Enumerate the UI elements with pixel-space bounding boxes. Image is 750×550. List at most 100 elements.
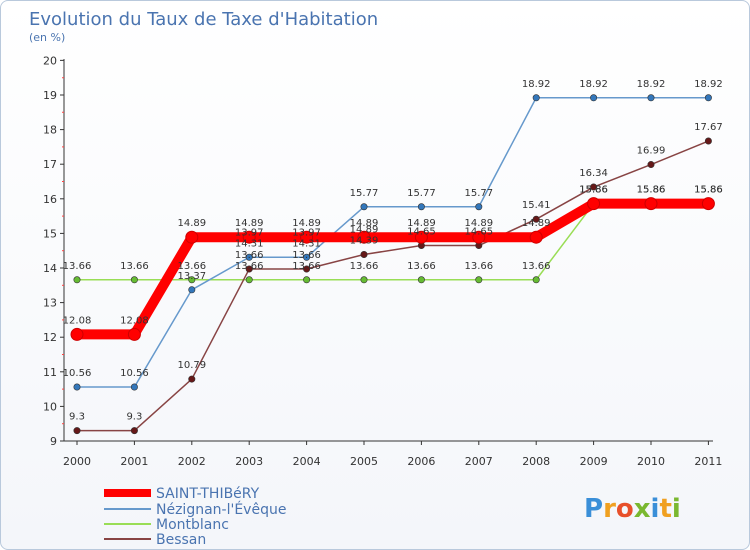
data-label-n-zignan-l-v-que: 10.56 [63, 368, 92, 379]
y-tick-label: 16 [43, 193, 57, 206]
data-label-bessan: 14.39 [350, 236, 379, 247]
data-label-n-zignan-l-v-que: 15.77 [407, 188, 436, 199]
data-point-saint-thib-ry [70, 327, 84, 341]
data-point-montblanc [188, 276, 196, 284]
data-point-n-zignan-l-v-que [417, 203, 425, 211]
data-label-bessan: 14.65 [464, 227, 493, 238]
data-label-saint-thib-ry: 14.89 [292, 218, 321, 229]
data-label-saint-thib-ry: 14.89 [235, 218, 264, 229]
data-point-bessan [704, 137, 712, 145]
data-label-saint-thib-ry: 12.08 [120, 315, 149, 326]
x-tick-label: 2002 [178, 455, 206, 468]
data-label-overlap: 13.97 [235, 227, 264, 238]
data-label-n-zignan-l-v-que: 18.92 [637, 79, 666, 90]
data-point-bessan [360, 251, 368, 259]
data-point-bessan [647, 161, 655, 169]
data-point-n-zignan-l-v-que [130, 383, 138, 391]
data-point-n-zignan-l-v-que [303, 253, 311, 261]
data-point-saint-thib-ry [357, 230, 371, 244]
data-point-n-zignan-l-v-que [590, 94, 598, 102]
data-label-saint-thib-ry: 14.89 [350, 218, 379, 229]
data-label-overlap: 14.89 [350, 225, 379, 236]
data-labels: 13.66 13.66 13.66 13.66 13.66 13.66 13.66 13.66… [63, 79, 723, 423]
data-label-saint-thib-ry: 14.89 [177, 218, 206, 229]
data-point-n-zignan-l-v-que [704, 94, 712, 102]
y-tick-label: 15 [43, 227, 57, 240]
data-point-saint-thib-ry [644, 197, 658, 211]
x-tick-label: 2003 [235, 455, 263, 468]
data-point-n-zignan-l-v-que [188, 286, 196, 294]
data-label-bessan: 9.3 [126, 412, 142, 423]
y-ticks: 9 10 11 12 13 14 15 16 17 18 19 20 [43, 54, 64, 448]
data-label-montblanc: 15.86 [637, 185, 666, 196]
x-tick-label: 2006 [407, 455, 435, 468]
series-line-saint-thib-ry [77, 198, 709, 340]
data-point-n-zignan-l-v-que [73, 383, 81, 391]
x-tick-label: 2005 [350, 455, 378, 468]
data-label-saint-thib-ry: 14.89 [407, 218, 436, 229]
data-point-saint-thib-ry [185, 230, 199, 244]
x-tick-label: 2010 [637, 455, 665, 468]
y-tick-label: 17 [43, 158, 57, 171]
data-label-n-zignan-l-v-que: 10.56 [120, 368, 149, 379]
data-point-saint-thib-ry [472, 230, 486, 244]
data-point-n-zignan-l-v-que [360, 203, 368, 211]
data-label-bessan: 9.3 [69, 412, 85, 423]
data-point-n-zignan-l-v-que [475, 203, 483, 211]
chart-title: Evolution du Taux de Taxe d'Habitation [29, 9, 378, 30]
chart-subtitle: (en %) [29, 31, 65, 44]
data-label-bessan: 14.65 [407, 227, 436, 238]
data-point-montblanc [532, 276, 540, 284]
x-tick-label: 2001 [120, 455, 148, 468]
x-tick-label: 2011 [694, 455, 722, 468]
data-label-n-zignan-l-v-que: 14.31 [235, 238, 264, 249]
data-point-montblanc [130, 276, 138, 284]
data-point-saint-thib-ry [529, 230, 543, 244]
data-point-saint-thib-ry [127, 327, 141, 341]
data-label-n-zignan-l-v-que: 15.77 [350, 188, 379, 199]
data-label-bessan: 13.66 [235, 250, 264, 261]
data-label-saint-thib-ry: 14.89 [522, 218, 551, 229]
data-label-montblanc: 15.86 [579, 185, 608, 196]
data-label-bessan: 15.41 [522, 200, 551, 211]
data-point-bessan [73, 427, 81, 435]
data-label-saint-thib-ry: 15.86 [637, 185, 666, 196]
x-tick-label: 2004 [293, 455, 321, 468]
data-point-montblanc [73, 276, 81, 284]
y-tick-label: 19 [43, 89, 57, 102]
data-label-bessan: 16.99 [637, 146, 666, 157]
data-label-n-zignan-l-v-que: 13.37 [177, 271, 206, 282]
data-label-montblanc: 13.66 [350, 261, 379, 272]
data-label-montblanc: 13.66 [63, 261, 92, 272]
data-label-montblanc: 13.66 [292, 261, 321, 272]
data-point-montblanc [360, 276, 368, 284]
data-label-montblanc: 13.66 [522, 261, 551, 272]
legend: SAINT-THIBéRY Nézignan-l'Évêque Montblan… [104, 486, 286, 548]
legend-label-saint-thibery: SAINT-THIBéRY [156, 486, 260, 502]
data-point-bessan [303, 265, 311, 273]
y-tick-label: 12 [43, 331, 57, 344]
data-point-saint-thib-ry [701, 197, 715, 211]
data-label-montblanc: 13.66 [407, 261, 436, 272]
data-point-saint-thib-ry [300, 230, 314, 244]
data-point-bessan [188, 375, 196, 383]
y-tick-label: 20 [43, 54, 57, 67]
data-point-saint-thib-ry [414, 230, 428, 244]
data-label-montblanc: 13.66 [235, 261, 264, 272]
data-label-bessan: 17.67 [694, 122, 723, 133]
data-point-bessan [532, 215, 540, 223]
data-label-montblanc: 13.66 [464, 261, 493, 272]
data-label-bessan: 16.34 [579, 168, 608, 179]
legend-label-montblanc: Montblanc [156, 517, 229, 533]
data-point-n-zignan-l-v-que [647, 94, 655, 102]
data-label-n-zignan-l-v-que: 18.92 [522, 79, 551, 90]
data-point-n-zignan-l-v-que [245, 253, 253, 261]
data-point-bessan [245, 265, 253, 273]
y-tick-label: 10 [43, 400, 57, 413]
data-point-montblanc [303, 276, 311, 284]
data-label-n-zignan-l-v-que: 15.77 [464, 188, 493, 199]
data-label-n-zignan-l-v-que: 18.92 [694, 79, 723, 90]
data-label-n-zignan-l-v-que: 14.31 [292, 238, 321, 249]
x-tick-label: 2009 [580, 455, 608, 468]
